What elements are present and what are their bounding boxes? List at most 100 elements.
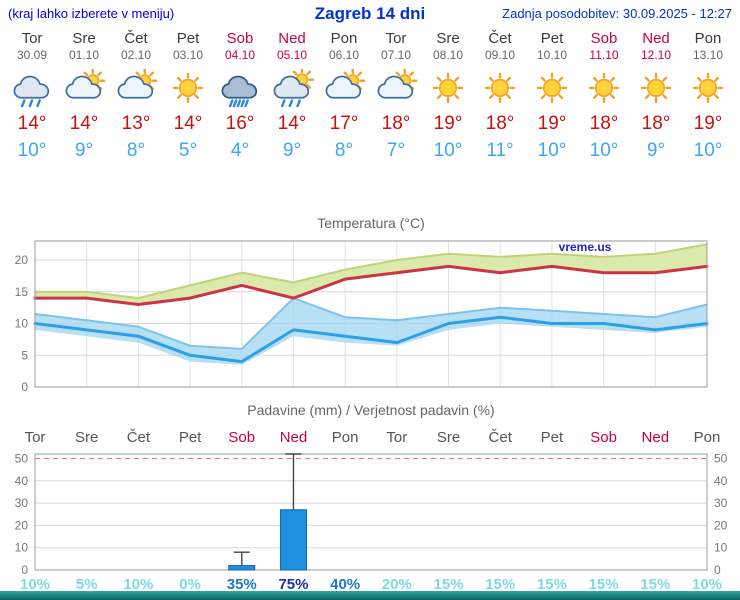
svg-text:Pon: Pon <box>332 429 359 446</box>
svg-text:10: 10 <box>714 541 728 555</box>
svg-text:Sob: Sob <box>228 429 255 446</box>
temp-max: 18° <box>381 113 411 134</box>
temp-max: 18° <box>485 113 515 134</box>
day-name: Sre <box>72 30 96 47</box>
day-column: Pon 13.10 19° 10° <box>682 30 734 162</box>
weather-icon-sun <box>682 69 734 111</box>
day-date: 06.10 <box>328 48 360 62</box>
page-title: Zagreb 14 dni <box>314 4 426 23</box>
svg-text:20: 20 <box>714 518 728 532</box>
weather-icon-sun-cloud <box>370 68 422 111</box>
day-date: 07.10 <box>380 48 412 62</box>
svg-text:Sob: Sob <box>590 429 617 446</box>
svg-text:40: 40 <box>714 474 728 488</box>
svg-text:20: 20 <box>15 518 29 532</box>
day-date: 13.10 <box>692 48 724 62</box>
day-date: 09.10 <box>484 48 516 62</box>
weather-icon-sun <box>578 69 630 111</box>
weather-icon-sun <box>526 69 578 111</box>
svg-text:30: 30 <box>714 496 728 510</box>
svg-text:15: 15 <box>15 285 29 299</box>
weather-icon-sun-cloud <box>318 68 370 111</box>
page-header: (kraj lahko izberete v meniju) Zagreb 14… <box>0 0 740 26</box>
day-column: Pon 06.10 17° 8° <box>318 30 370 162</box>
weather-icon-sun <box>422 69 474 111</box>
day-column: Tor 07.10 18° 7° <box>370 30 422 162</box>
svg-text:40%: 40% <box>330 576 360 593</box>
temp-max: 19° <box>693 113 723 134</box>
svg-text:20: 20 <box>15 253 29 267</box>
day-column: Sre 01.10 14° 9° <box>58 30 110 162</box>
day-name: Ned <box>278 30 306 47</box>
day-column: Čet 09.10 18° 11° <box>474 30 526 162</box>
temp-min: 10° <box>693 140 723 161</box>
day-column: Sob 11.10 18° 10° <box>578 30 630 162</box>
weather-icon-rain <box>6 69 58 111</box>
temp-max: 18° <box>641 113 671 134</box>
svg-text:Tor: Tor <box>25 429 46 446</box>
temp-min: 9° <box>282 140 302 161</box>
day-column: Tor 30.09 14° 10° <box>6 30 58 162</box>
svg-text:75%: 75% <box>278 576 308 593</box>
precipitation-chart: Padavine (mm) / Verjetnost padavin (%) To… <box>0 402 740 594</box>
svg-text:Padavine (mm) / Verjetnost pad: Padavine (mm) / Verjetnost padavin (%) <box>247 402 494 418</box>
svg-text:Ned: Ned <box>642 429 670 446</box>
day-date: 02.10 <box>120 48 152 62</box>
temp-min: 9° <box>74 140 94 161</box>
day-date: 12.10 <box>640 48 672 62</box>
day-column: Sre 08.10 19° 10° <box>422 30 474 162</box>
temp-min: 10° <box>537 140 567 161</box>
temp-max: 14° <box>277 113 307 134</box>
svg-text:35%: 35% <box>227 576 257 593</box>
svg-text:15%: 15% <box>640 576 670 593</box>
day-column: Ned 12.10 18° 9° <box>630 30 682 162</box>
temp-max: 18° <box>589 113 619 134</box>
svg-text:0: 0 <box>714 563 721 577</box>
day-column: Pet 03.10 14° 5° <box>162 30 214 162</box>
temp-min: 5° <box>178 140 198 161</box>
svg-text:10%: 10% <box>692 576 722 593</box>
day-date: 05.10 <box>276 48 308 62</box>
menu-hint-text: (kraj lahko izberete v meniju) <box>8 6 175 21</box>
temp-min: 9° <box>646 140 666 161</box>
day-date: 11.10 <box>589 48 619 62</box>
svg-text:30: 30 <box>15 496 29 510</box>
svg-text:10: 10 <box>15 541 29 555</box>
footer-bar <box>0 591 740 600</box>
weather-icon-rain-sun <box>266 67 318 111</box>
day-date: 01.10 <box>68 48 100 62</box>
day-column: Sob 04.10 16° 4° <box>214 30 266 162</box>
day-column: Pet 10.10 19° 10° <box>526 30 578 162</box>
svg-text:15%: 15% <box>537 576 567 593</box>
temperature-chart: 0 5 10 15 20 Temperatura (°C) vreme.us <box>0 215 740 403</box>
svg-text:0%: 0% <box>179 576 201 593</box>
svg-text:Pet: Pet <box>541 429 564 446</box>
svg-text:15%: 15% <box>485 576 515 593</box>
svg-text:50: 50 <box>714 451 728 465</box>
temp-min: 10° <box>17 140 47 161</box>
day-name: Sob <box>590 30 618 47</box>
day-column: Čet 02.10 13° 8° <box>110 30 162 162</box>
svg-text:Tor: Tor <box>386 429 407 446</box>
day-name: Pet <box>176 30 200 47</box>
weather-icon-sun <box>630 69 682 111</box>
temp-min: 10° <box>589 140 619 161</box>
last-update-text: Zadnja posodobitev: 30.09.2025 - 12:27 <box>502 6 732 21</box>
temp-max: 19° <box>433 113 463 134</box>
temp-min: 10° <box>433 140 463 161</box>
svg-text:Pet: Pet <box>179 429 202 446</box>
svg-text:Sre: Sre <box>437 429 460 446</box>
svg-text:Čet: Čet <box>127 429 151 446</box>
svg-text:Temperatura (°C): Temperatura (°C) <box>317 215 425 231</box>
forecast-days-row: Tor 30.09 14° 10° Sre 01.10 14° 9° Čet 02.10 13° 8°… <box>6 30 734 162</box>
svg-text:Ned: Ned <box>280 429 308 446</box>
temp-max: 16° <box>225 113 255 134</box>
day-name: Pet <box>540 30 564 47</box>
temp-max: 13° <box>121 113 151 134</box>
day-name: Čet <box>488 30 512 47</box>
temp-min: 7° <box>386 140 406 161</box>
svg-text:0: 0 <box>21 380 28 394</box>
day-name: Tor <box>21 30 43 47</box>
weather-icon-sun <box>162 69 214 111</box>
